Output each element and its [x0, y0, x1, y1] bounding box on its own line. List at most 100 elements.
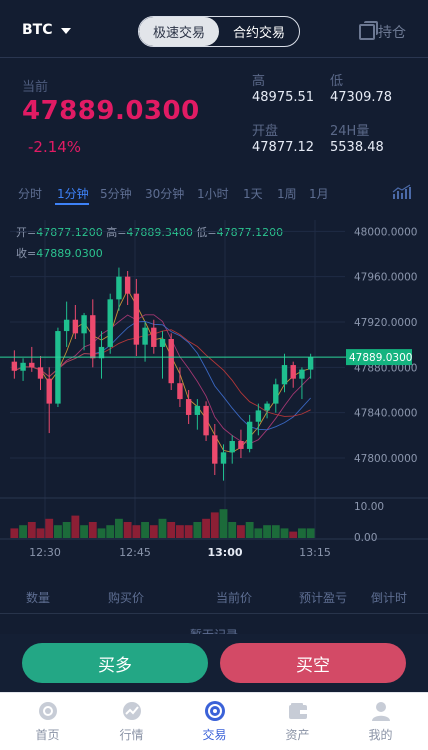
bottom-tabbar: 首页 行情 交易 资产 我的	[0, 692, 428, 750]
candle-body	[220, 452, 227, 464]
tab-fast-trade[interactable]: 极速交易	[139, 17, 219, 46]
volume-bar	[88, 522, 97, 538]
candle-body	[281, 365, 288, 385]
volume-bar	[254, 528, 263, 538]
volume-bar	[80, 525, 88, 538]
volume-bar	[176, 525, 184, 538]
price-summary: 当前 47889.0300 -2.14% 高 48975.51 低 47309.…	[0, 58, 428, 170]
tab-contract-trade[interactable]: 合约交易	[232, 26, 285, 41]
low-label: 低	[330, 74, 344, 89]
volume-bar	[202, 518, 210, 538]
col-countdown: 倒计时	[371, 591, 408, 605]
candle-body	[290, 365, 296, 379]
profile-icon	[371, 702, 390, 721]
action-bar: 买多 买空	[0, 634, 428, 692]
volume-bar	[45, 518, 54, 538]
holdings-button[interactable]: 持仓	[359, 21, 406, 42]
high-label: 高	[252, 74, 266, 89]
y-tick-label: 47840.0000	[354, 408, 417, 420]
tab-trade-label: 交易	[202, 728, 227, 742]
volume-bar	[54, 525, 62, 538]
volume-bar	[280, 528, 289, 538]
tab-profile-label: 我的	[368, 728, 393, 742]
home-icon	[38, 702, 57, 720]
trade-icon	[204, 701, 225, 721]
current-price: 47889.0300	[22, 96, 200, 126]
candle-body	[107, 299, 113, 347]
period-tab-1m[interactable]: 1分钟	[57, 187, 89, 201]
tab-profile[interactable]: 我的	[338, 693, 423, 750]
candle-body	[177, 383, 183, 400]
holdings-label: 持仓	[378, 25, 406, 41]
candle-body	[264, 403, 270, 411]
candle-body	[238, 441, 244, 449]
candle-body	[203, 405, 209, 436]
tab-assets[interactable]: 资产	[255, 693, 340, 750]
symbol-label: BTC	[22, 22, 53, 38]
volume-bar	[158, 518, 167, 538]
candle-body	[229, 441, 235, 453]
volume-bar	[97, 528, 106, 538]
volume-bar	[62, 522, 71, 538]
period-tab-1w[interactable]: 1周	[277, 187, 297, 201]
candle-body	[72, 319, 79, 334]
candle-body	[133, 293, 140, 345]
candle-body	[20, 362, 26, 371]
chart-settings-icon[interactable]	[392, 184, 412, 200]
low-val: 47877.1200	[216, 226, 284, 239]
x-tick-label: 12:45	[119, 546, 151, 559]
volume-tick-label: 10.00	[354, 501, 384, 513]
low-value: 47309.78	[330, 90, 393, 105]
tab-market[interactable]: 行情	[89, 693, 174, 750]
period-tabs: 分时 1分钟 5分钟 30分钟 1小时 1天 1周 1月	[0, 178, 428, 208]
candle-body	[142, 327, 148, 345]
col-quantity: 数量	[26, 591, 51, 605]
candle-body	[246, 421, 253, 449]
holdings-icon	[359, 21, 378, 40]
y-tick-label: 47920.0000	[354, 317, 417, 329]
candle-body	[55, 331, 61, 404]
period-tab-30m[interactable]: 30分钟	[145, 187, 185, 201]
candle-body	[212, 435, 218, 464]
tab-home[interactable]: 首页	[5, 693, 90, 750]
period-tab-5m[interactable]: 5分钟	[100, 187, 132, 201]
kline-chart[interactable]: 开=47877.1200 高=47889.3400 低=47877.1200 收…	[0, 210, 428, 565]
close-val: 47889.0300	[36, 247, 103, 260]
y-tick-label: 47960.0000	[354, 272, 417, 284]
high-value: 48975.51	[252, 90, 315, 105]
volume-bar	[27, 522, 36, 538]
candle-body	[46, 378, 52, 404]
candle-body	[307, 357, 314, 370]
volume-bar	[167, 522, 176, 538]
buy-short-button[interactable]: 买空	[220, 643, 406, 683]
candle-body	[194, 405, 201, 415]
candle-body	[124, 276, 131, 294]
moving-average-line	[14, 314, 311, 445]
period-tab-1d[interactable]: 1天	[243, 187, 263, 201]
buy-long-button[interactable]: 买多	[22, 643, 208, 683]
low-key: 低=	[196, 226, 217, 239]
candle-body	[90, 315, 96, 359]
col-buy-price: 购买价	[108, 591, 145, 605]
symbol-selector[interactable]: BTC	[22, 22, 71, 38]
candle-body	[151, 327, 157, 347]
volume-bar	[219, 509, 228, 538]
current-price-label: 当前	[22, 80, 49, 95]
period-tab-1h[interactable]: 1小时	[197, 187, 229, 201]
period-tab-1mo[interactable]: 1月	[309, 187, 329, 201]
ohlc-line-1: 开=47877.1200 高=47889.3400 低=47877.1200	[16, 224, 283, 240]
volume-bar	[306, 528, 315, 538]
trade-mode-switch: 极速交易 合约交易	[138, 16, 300, 47]
candle-body	[299, 369, 305, 379]
volume-24h-label: 24H量	[330, 124, 370, 139]
tab-trade[interactable]: 交易	[172, 693, 257, 750]
candle-body	[116, 276, 122, 300]
volume-tick-label: 0.00	[354, 532, 377, 544]
period-tab-timeline[interactable]: 分时	[18, 187, 43, 201]
candle-body	[37, 367, 44, 379]
volume-bar	[210, 512, 219, 538]
market-icon	[122, 702, 141, 720]
open-key: 开=	[16, 226, 37, 239]
x-tick-label: 13:00	[207, 546, 242, 559]
volume-bar	[193, 522, 202, 538]
